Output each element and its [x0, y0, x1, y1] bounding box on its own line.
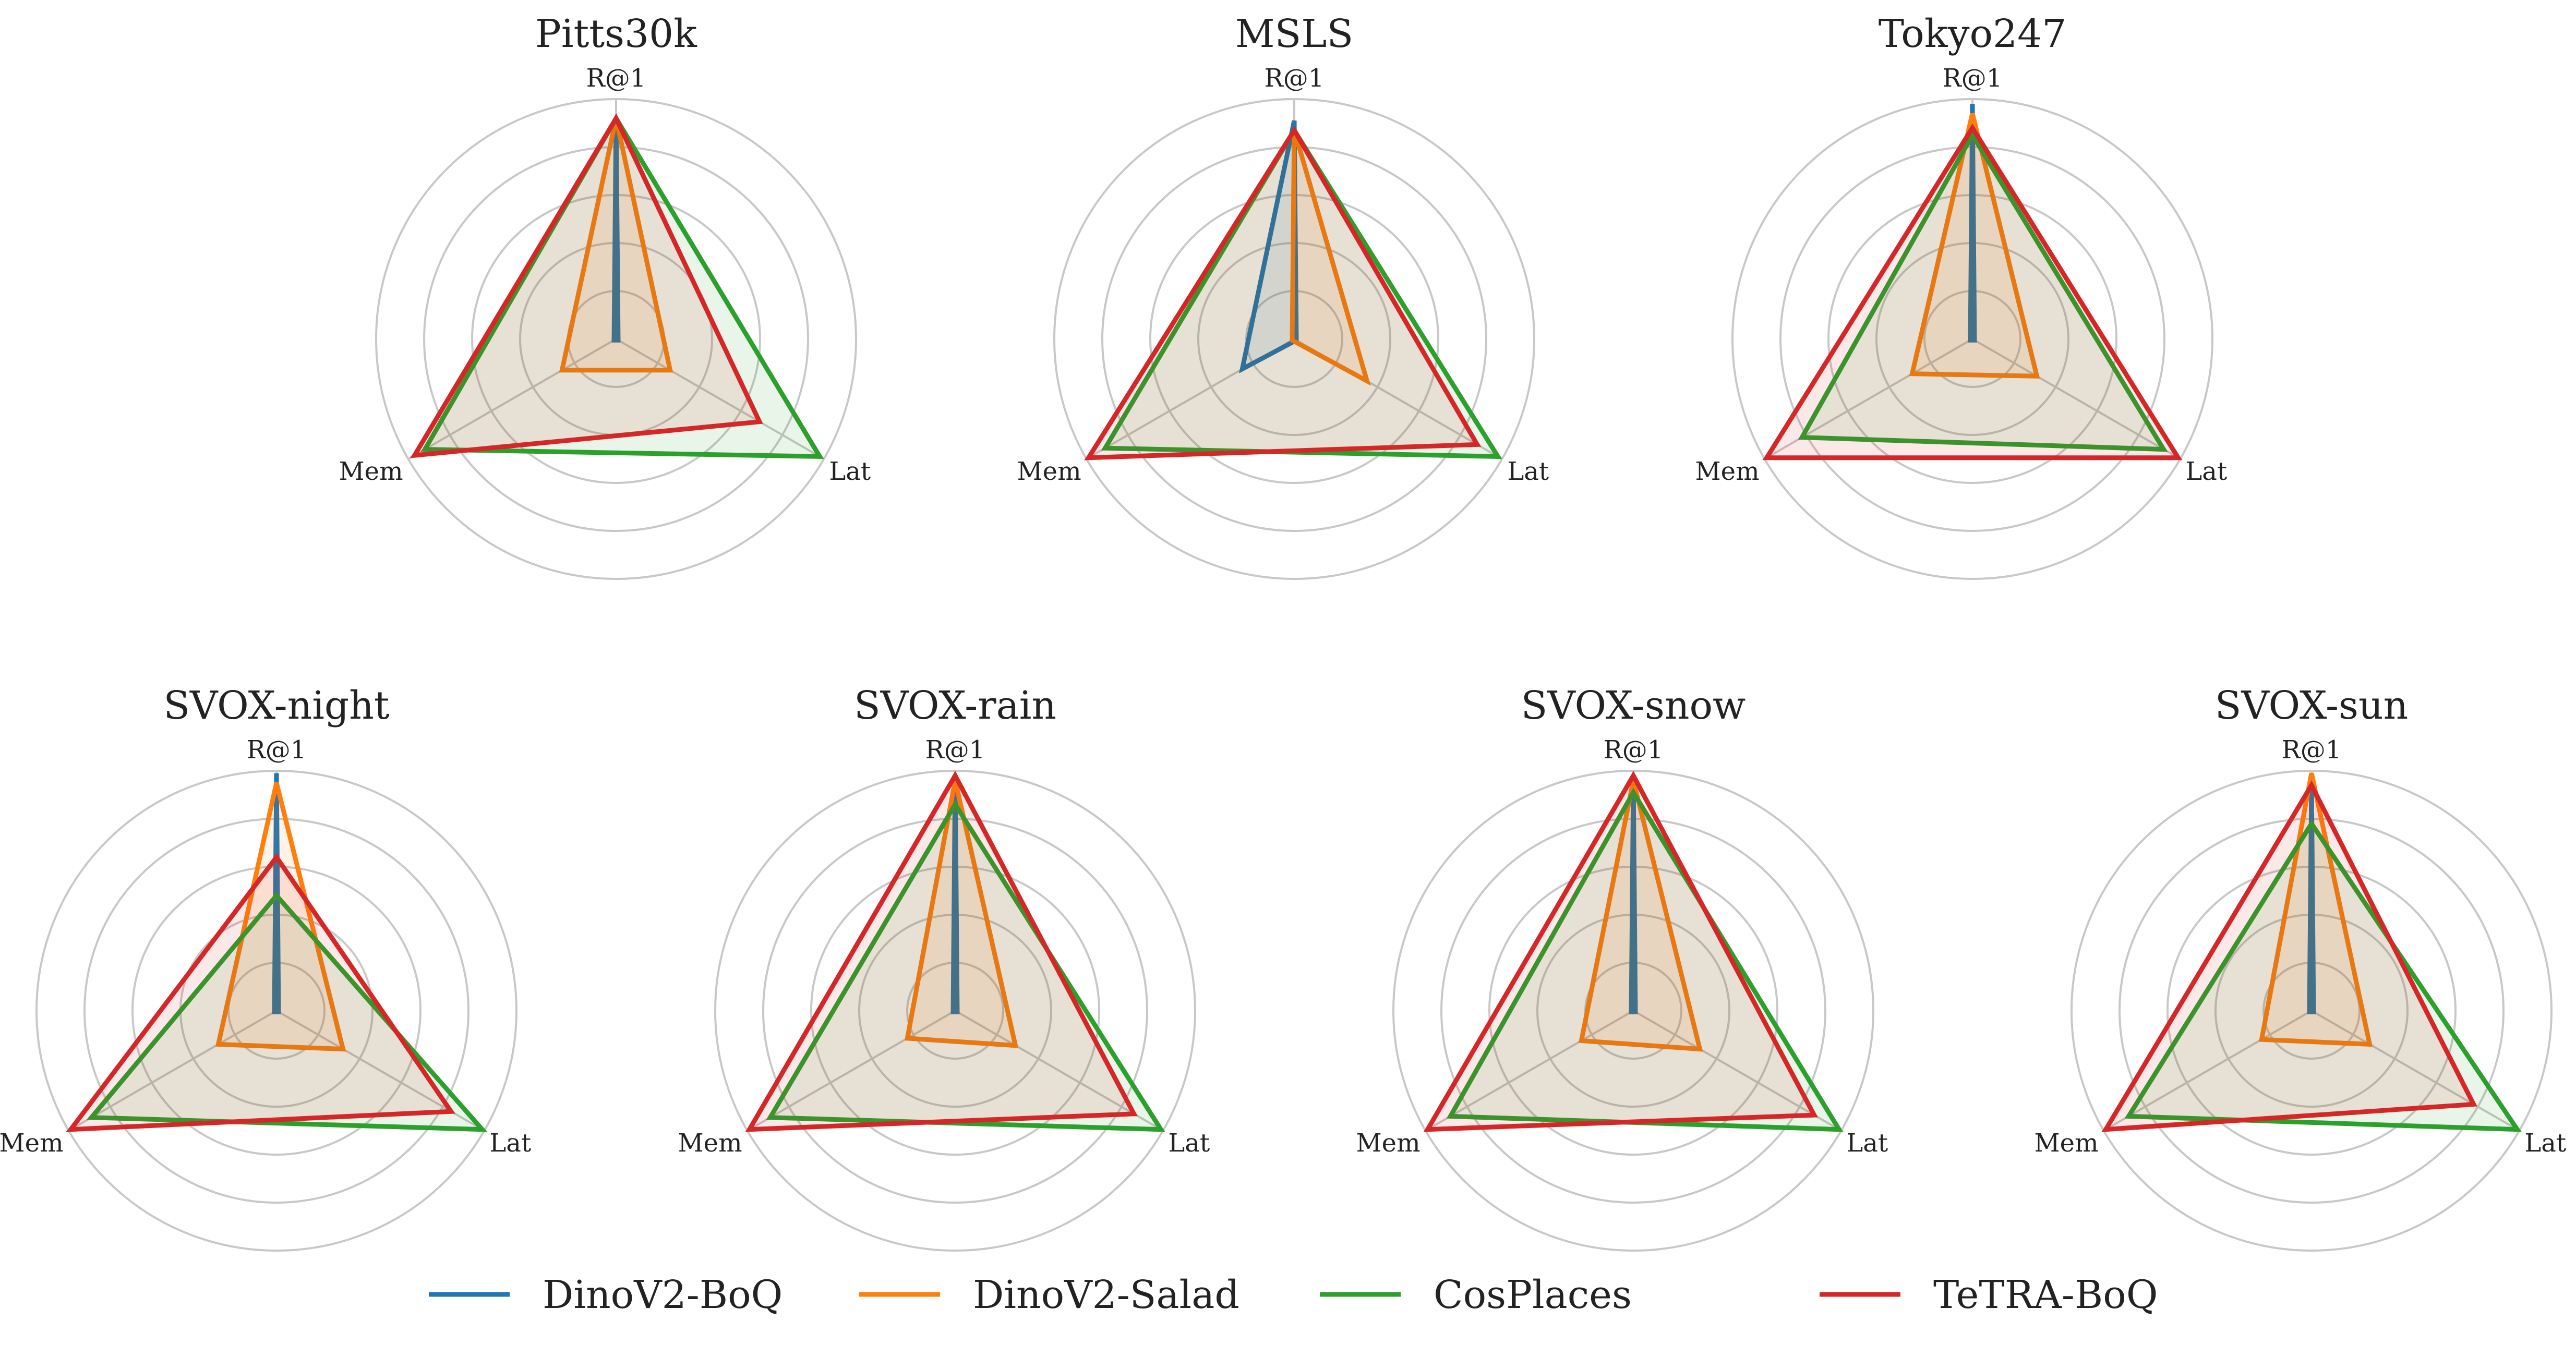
- chart-title: SVOX-sun: [2215, 683, 2409, 728]
- series-dinov2-salad: [2259, 772, 2373, 1047]
- radar-panel-svox-rain: R@1 Lat Mem SVOX-rain: [678, 683, 1210, 1252]
- radar-panel-tokyo247: R@1 Lat Mem Tokyo247: [1695, 11, 2227, 580]
- series-dinov2-boq: [611, 118, 621, 343]
- grid-spoke: [1972, 338, 2181, 460]
- series-dinov2-salad: [905, 780, 1019, 1048]
- series-tetra-boq: [745, 770, 1138, 1132]
- axis-label-r-1: R@1: [247, 735, 307, 765]
- axis-label-lat: Lat: [1507, 457, 1549, 486]
- legend-item-dinov2-salad: DinoV2-Salad: [859, 1273, 1239, 1317]
- axis-label-lat: Lat: [2524, 1129, 2566, 1158]
- axis-label-lat: Lat: [1846, 1129, 1888, 1158]
- series-tetra-boq: [66, 853, 455, 1132]
- grid-spoke: [68, 1010, 277, 1132]
- axis-label-lat: Lat: [1168, 1129, 1210, 1158]
- axis-label-r-1: R@1: [586, 64, 646, 93]
- series-tetra-boq: [1084, 126, 1482, 461]
- axis-label-lat: Lat: [489, 1129, 531, 1158]
- axis-label-mem: Mem: [2035, 1129, 2099, 1158]
- series-cosplaces: [1798, 130, 2168, 452]
- chart-title: MSLS: [1235, 11, 1353, 56]
- axis-label-mem: Mem: [0, 1129, 64, 1158]
- chart-title: Pitts30k: [535, 11, 697, 56]
- series-tetra-boq: [2101, 780, 2477, 1132]
- legend-label: DinoV2-Salad: [973, 1273, 1239, 1317]
- grid-spoke: [407, 338, 617, 460]
- axis-label-r-1: R@1: [1604, 735, 1664, 765]
- series-tetra-boq: [1423, 770, 1818, 1132]
- series-dinov2-salad: [1578, 780, 1703, 1052]
- series-dinov2-salad: [215, 782, 346, 1052]
- series-dinov2-boq: [1629, 780, 1638, 1014]
- grid-spoke: [1633, 1010, 1842, 1132]
- grid-spoke: [955, 1010, 1164, 1132]
- series-cosplaces: [87, 892, 488, 1132]
- grid-spoke: [1425, 1010, 1634, 1132]
- series-cosplaces: [420, 113, 824, 459]
- series-dinov2-boq: [2307, 782, 2316, 1014]
- radar-panel-svox-night: R@1 Lat Mem SVOX-night: [0, 683, 531, 1252]
- axis-label-lat: Lat: [2185, 457, 2227, 486]
- legend-label: DinoV2-BoQ: [543, 1273, 783, 1317]
- legend-label: TeTRA-BoQ: [1933, 1273, 2158, 1317]
- radar-panel-svox-snow: R@1 Lat Mem SVOX-snow: [1356, 683, 1888, 1252]
- series-dinov2-salad: [1290, 129, 1371, 386]
- grid-spoke: [2311, 1010, 2520, 1132]
- axis-label-lat: Lat: [829, 457, 871, 486]
- radar-panel-svox-sun: R@1 Lat Mem SVOX-sun: [2035, 683, 2566, 1252]
- axis-label-mem: Mem: [678, 1129, 742, 1158]
- chart-title: SVOX-night: [163, 683, 390, 728]
- series-tetra-boq: [1762, 123, 2183, 461]
- series-dinov2-boq: [1968, 104, 1977, 343]
- legend-label: CosPlaces: [1434, 1273, 1632, 1317]
- radar-panels: R@1 Lat Mem Pitts30k R@1 Lat Mem MSLS R@1 Lat Mem T…: [0, 11, 2566, 1252]
- axis-label-r-1: R@1: [2282, 735, 2342, 765]
- axis-label-r-1: R@1: [1265, 64, 1325, 93]
- axis-label-r-1: R@1: [925, 735, 985, 765]
- radar-panel-msls: R@1 Lat Mem MSLS: [1017, 11, 1549, 580]
- axis-label-mem: Mem: [1017, 457, 1081, 486]
- series-tetra-boq: [410, 113, 763, 458]
- grid-spoke: [2103, 1010, 2312, 1132]
- series-cosplaces: [2124, 819, 2522, 1132]
- legend-item-cosplaces: CosPlaces: [1320, 1273, 1632, 1317]
- legend-item-dinov2-boq: DinoV2-BoQ: [429, 1273, 783, 1317]
- legend: DinoV2-BoQ DinoV2-Salad CosPlaces TeTRA-BoQ: [429, 1273, 2158, 1317]
- chart-title: SVOX-snow: [1521, 683, 1746, 728]
- chart-title: Tokyo247: [1879, 11, 2067, 56]
- chart-title: SVOX-rain: [854, 683, 1056, 728]
- grid-spoke: [747, 1010, 956, 1132]
- axis-label-r-1: R@1: [1943, 64, 2003, 93]
- series-dinov2-salad: [559, 117, 673, 373]
- axis-label-mem: Mem: [339, 457, 403, 486]
- grid-spoke: [616, 338, 825, 460]
- series-dinov2-salad: [1909, 113, 2040, 379]
- axis-label-mem: Mem: [1695, 457, 1760, 486]
- legend-item-tetra-boq: TeTRA-BoQ: [1820, 1273, 2158, 1317]
- radar-panel-pitts30k: R@1 Lat Mem Pitts30k: [339, 11, 871, 580]
- series-dinov2-boq: [950, 776, 960, 1014]
- axis-label-mem: Mem: [1356, 1129, 1421, 1158]
